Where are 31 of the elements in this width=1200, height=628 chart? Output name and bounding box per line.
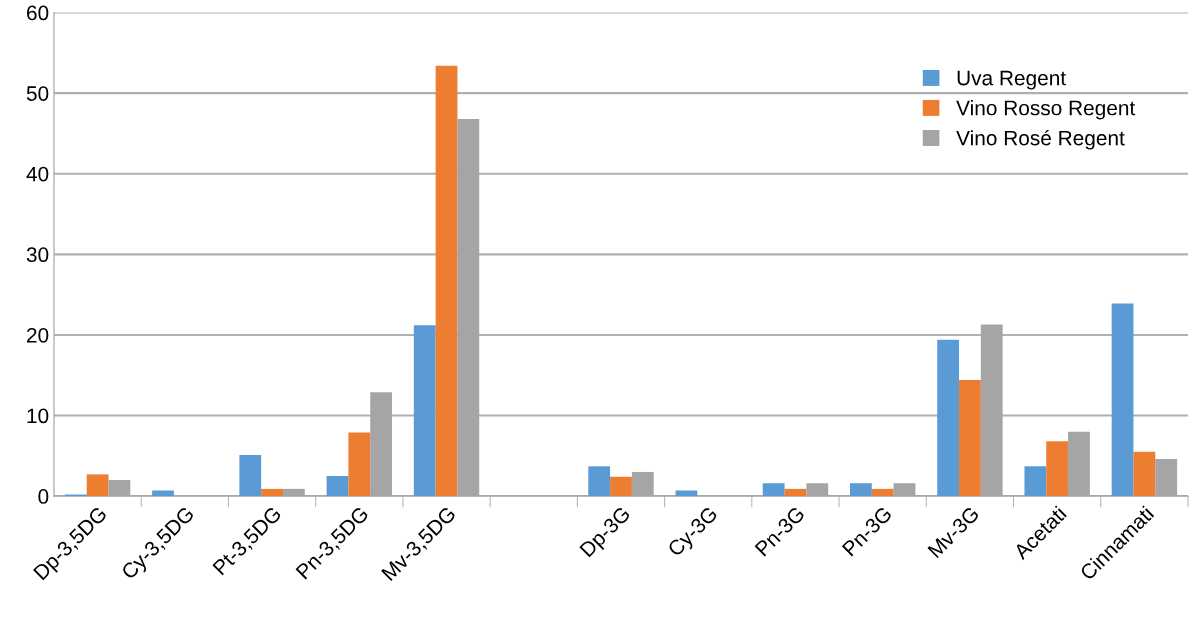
bar [413,325,436,497]
y-tick-label: 20 [27,327,49,343]
bar [1133,451,1156,497]
bar [435,65,458,497]
bar [239,455,262,497]
bar [348,432,371,497]
bar [1111,303,1134,497]
y-tick-label: 40 [26,166,49,182]
bar [675,490,698,497]
legend-label: Vino Rosso Regent [956,100,1136,120]
legend-label: Vino Rosé Regent [956,129,1125,150]
bar [261,488,283,497]
bar [588,466,611,497]
bar [784,488,807,497]
bar [871,488,894,497]
bar [1046,441,1069,497]
y-tick-label: 60 [27,5,49,21]
y-tick-label: 50 [26,86,49,101]
bar [937,339,960,497]
legend-label: Uva Regent [957,70,1066,90]
bar [326,475,349,497]
bar [1024,466,1047,497]
bar [610,476,632,497]
bar [959,380,981,497]
bar [86,474,109,497]
bar [762,483,785,497]
y-tick-label: 30 [26,247,49,263]
y-tick-label: 10 [27,408,49,424]
bar [849,483,872,497]
bar [152,490,174,497]
y-tick-label: 0 [38,489,49,504]
